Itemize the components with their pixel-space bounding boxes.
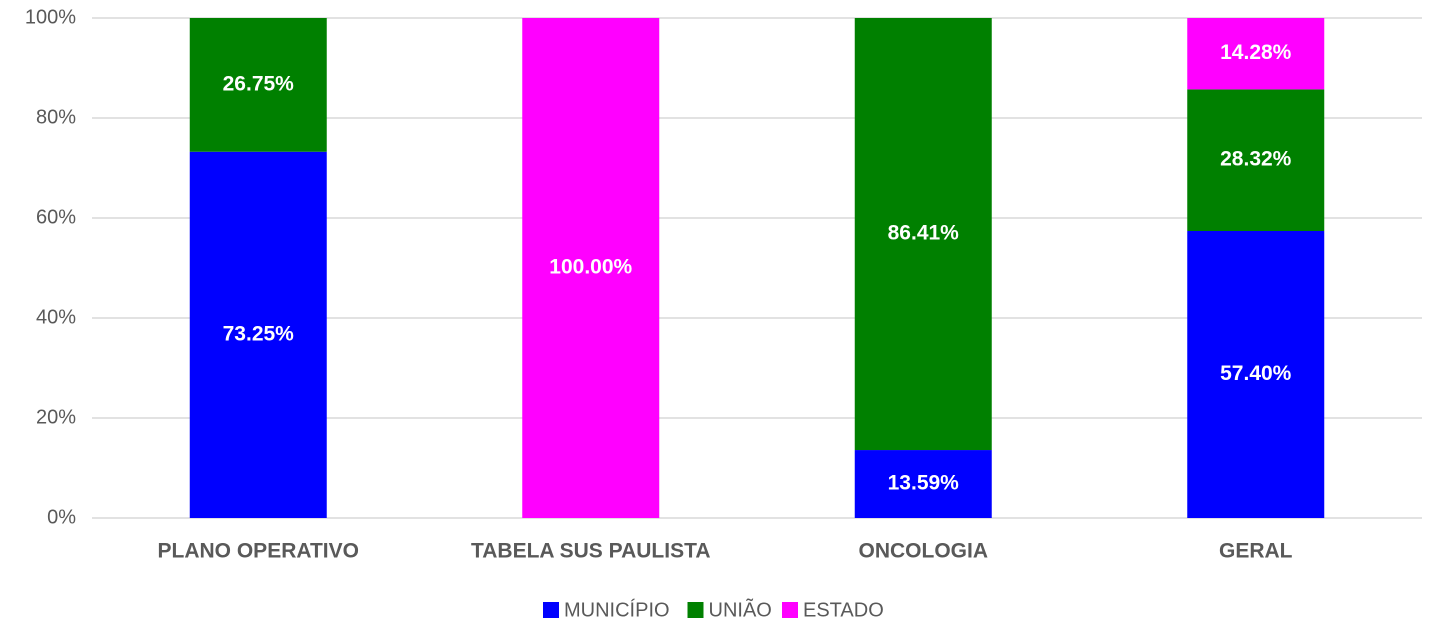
y-tick-label: 40%: [36, 306, 76, 328]
data-label: 26.75%: [223, 72, 295, 95]
bar-segment: [189, 18, 327, 152]
x-tick-label: PLANO OPERATIVO: [158, 540, 359, 563]
legend-label: MUNICÍPIO: [564, 598, 670, 621]
bar-segment: [1187, 231, 1325, 518]
bar-segment: [522, 18, 660, 518]
legend-label: ESTADO: [803, 599, 884, 621]
bar-segment: [854, 450, 992, 518]
x-tick-label: ONCOLOGIA: [859, 540, 989, 563]
bar-segment: [1187, 18, 1325, 90]
data-label: 73.25%: [223, 322, 295, 345]
bar-segment: [1187, 89, 1325, 232]
x-tick-label: GERAL: [1219, 540, 1293, 563]
y-tick-label: 80%: [36, 106, 76, 128]
data-label: 28.32%: [1220, 148, 1292, 171]
data-label: 13.59%: [888, 472, 960, 495]
y-tick-label: 20%: [36, 406, 76, 428]
data-label: 57.40%: [1220, 362, 1292, 385]
bar-segment: [854, 18, 992, 451]
legend-swatch: [543, 602, 559, 618]
legend-swatch: [782, 602, 798, 618]
y-tick-label: 60%: [36, 206, 76, 228]
x-tick-label: TABELA SUS PAULISTA: [471, 540, 711, 563]
y-tick-label: 100%: [25, 6, 76, 28]
bar-segment: [189, 151, 327, 518]
data-label: 14.28%: [1220, 41, 1292, 64]
data-label: 100.00%: [549, 256, 632, 279]
legend-label: UNIÃO: [709, 597, 772, 621]
data-label: 86.41%: [888, 222, 960, 245]
y-tick-label: 0%: [47, 506, 76, 528]
legend-swatch: [687, 602, 704, 618]
